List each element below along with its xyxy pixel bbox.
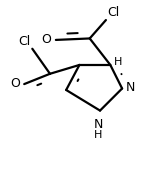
Text: H: H	[94, 130, 103, 140]
Text: N: N	[126, 81, 135, 94]
Text: Cl: Cl	[18, 35, 30, 48]
Text: Cl: Cl	[107, 6, 120, 19]
Text: N: N	[94, 118, 103, 131]
Text: O: O	[42, 33, 51, 46]
Text: H: H	[114, 57, 122, 67]
Text: O: O	[10, 77, 20, 90]
